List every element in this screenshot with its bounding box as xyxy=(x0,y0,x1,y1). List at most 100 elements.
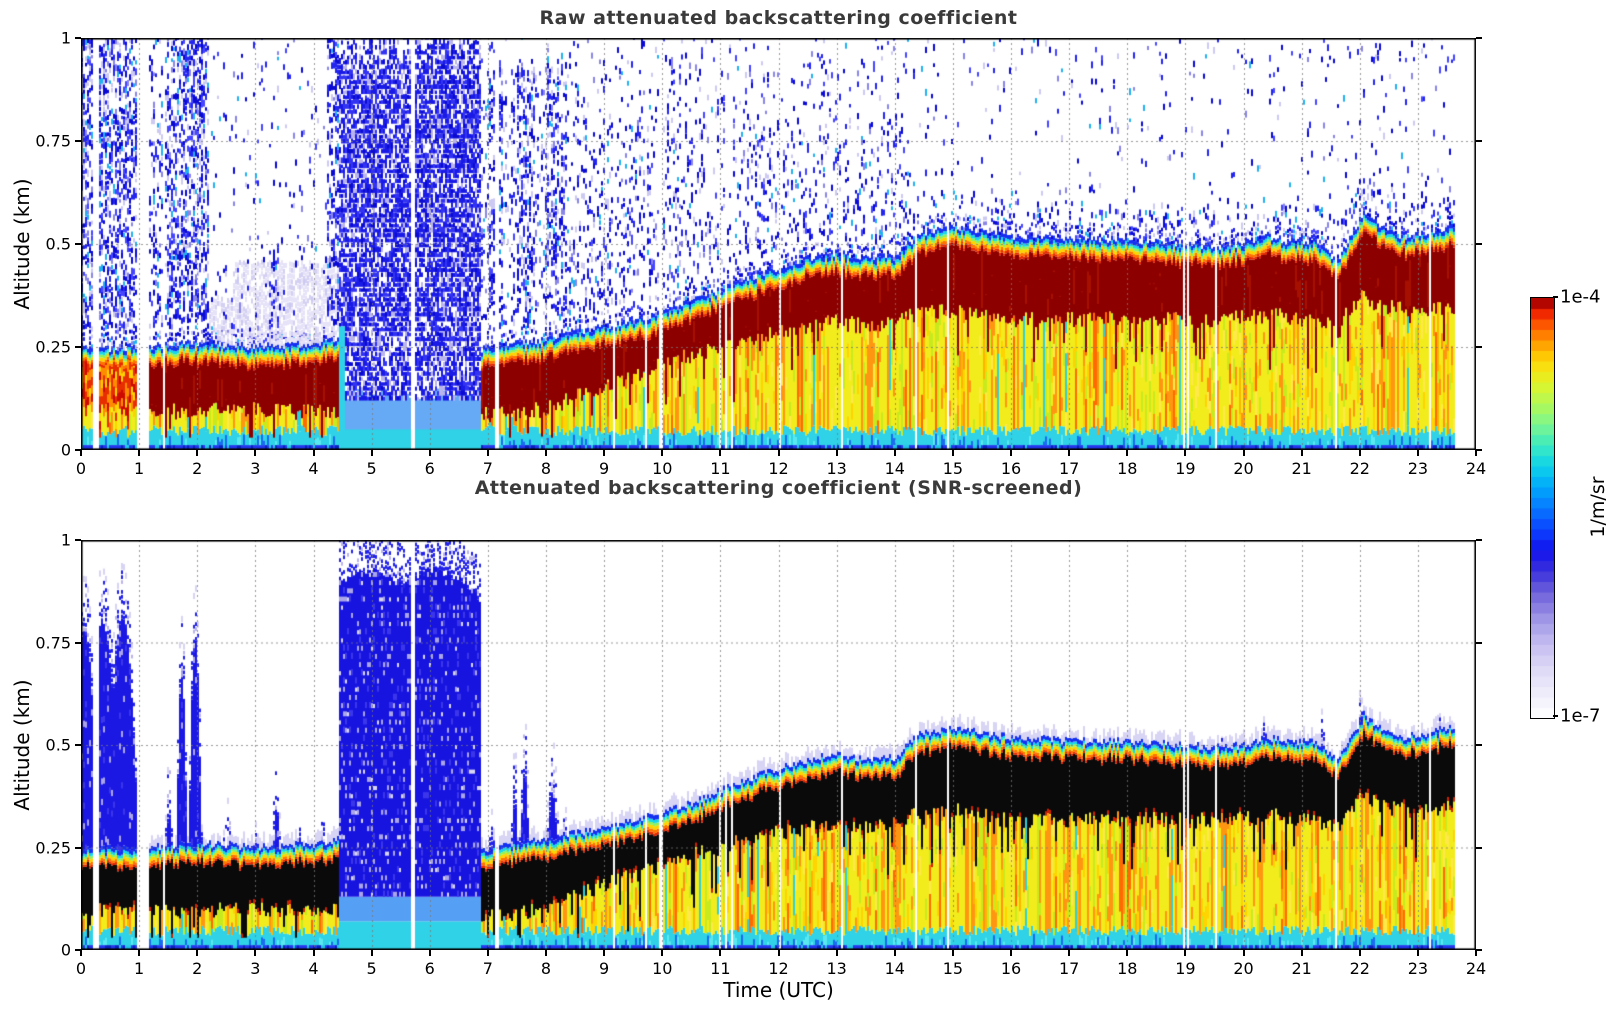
x-tick xyxy=(1358,450,1361,456)
x-tick xyxy=(1300,450,1303,456)
x-tick xyxy=(428,950,431,956)
x-tick-label: 24 xyxy=(1465,459,1487,478)
y-tick-label: 0.75 xyxy=(35,633,71,652)
x-tick-label: 20 xyxy=(1233,459,1254,478)
x-tick xyxy=(486,450,489,456)
y-tick-label: 0 xyxy=(60,440,71,460)
x-tick xyxy=(835,950,838,956)
x-tick xyxy=(428,450,431,456)
x-tick xyxy=(1475,950,1477,956)
y-tick-label: 1 xyxy=(60,530,71,550)
x-tick xyxy=(719,450,722,456)
x-tick-label: 17 xyxy=(1058,959,1080,978)
y-tick xyxy=(75,949,81,951)
y-tick xyxy=(75,243,81,245)
y-tick xyxy=(75,449,81,451)
x-tick-label: 22 xyxy=(1349,959,1370,978)
y-tick-label: 0.25 xyxy=(35,838,71,857)
x-tick-label: 13 xyxy=(826,459,847,478)
x-tick-label: 10 xyxy=(652,959,673,978)
colorbar-max-tick xyxy=(1553,296,1558,298)
x-tick-label: 9 xyxy=(599,459,610,478)
y-tick xyxy=(75,539,81,541)
x-tick-label: 6 xyxy=(424,959,435,978)
x-tick xyxy=(951,950,954,956)
x-tick-label: 12 xyxy=(768,459,789,478)
x-tick xyxy=(254,950,257,956)
x-tick xyxy=(1416,450,1419,456)
x-tick-label: 23 xyxy=(1407,959,1429,978)
x-tick xyxy=(138,450,141,456)
y-tick-right xyxy=(1476,346,1482,348)
x-tick xyxy=(312,950,315,956)
y-tick-label: 0.25 xyxy=(35,337,71,357)
y-tick-right xyxy=(1476,243,1482,245)
x-tick-label: 19 xyxy=(1175,459,1196,478)
x-tick xyxy=(661,950,664,956)
x-tick-label: 0 xyxy=(75,459,87,478)
x-tick-label: 6 xyxy=(424,459,435,478)
y-tick-right xyxy=(1476,37,1482,39)
x-tick xyxy=(80,450,82,456)
x-tick-label: 23 xyxy=(1407,459,1429,478)
heatmap-raw-panel xyxy=(81,38,1476,450)
x-tick-label: 7 xyxy=(482,459,493,478)
y-tick-right xyxy=(1476,744,1482,746)
colorbar-min-label: 1e-7 xyxy=(1560,705,1601,727)
x-tick xyxy=(254,450,257,456)
x-tick-label: 15 xyxy=(942,959,964,978)
x-tick xyxy=(1126,450,1129,456)
x-tick-label: 18 xyxy=(1117,459,1138,478)
x-tick-label: 10 xyxy=(652,459,673,478)
x-tick xyxy=(1358,950,1361,956)
y-tick-label: 0.75 xyxy=(35,131,71,151)
x-tick-label: 21 xyxy=(1291,959,1312,978)
x-tick-label: 1 xyxy=(134,959,145,978)
x-tick-label: 7 xyxy=(482,959,493,978)
panel1-title: Raw attenuated backscattering coefficien… xyxy=(539,7,1018,29)
x-tick-label: 18 xyxy=(1117,959,1138,978)
x-tick xyxy=(1010,450,1012,456)
x-tick-label: 5 xyxy=(366,959,377,978)
x-tick-label: 5 xyxy=(366,459,377,478)
x-tick-label: 4 xyxy=(308,459,319,478)
x-tick-label: 16 xyxy=(1000,459,1022,478)
y-tick-right xyxy=(1476,846,1482,849)
y-tick xyxy=(75,140,81,142)
panel2-title: Attenuated backscattering coefficient (S… xyxy=(474,477,1083,499)
x-tick-label: 14 xyxy=(884,459,905,478)
x-tick xyxy=(1416,950,1419,956)
x-tick-label: 4 xyxy=(308,959,319,978)
x-tick-label: 2 xyxy=(192,959,203,978)
x-tick xyxy=(1184,950,1187,956)
y-tick xyxy=(75,846,81,849)
x-tick xyxy=(370,450,373,456)
x-tick-label: 8 xyxy=(540,459,552,478)
x-tick-label: 22 xyxy=(1349,459,1370,478)
x-tick xyxy=(1300,950,1303,956)
x-tick xyxy=(545,450,547,456)
x-tick-label: 20 xyxy=(1233,959,1254,978)
y-tick-right xyxy=(1476,949,1482,951)
y-tick-right xyxy=(1476,449,1482,451)
x-tick-label: 24 xyxy=(1465,959,1487,978)
x-tick-label: 15 xyxy=(942,459,964,478)
x-tick-label: 21 xyxy=(1291,459,1312,478)
x-tick xyxy=(893,450,896,456)
x-tick xyxy=(1010,950,1012,956)
x-tick xyxy=(603,950,606,956)
x-tick-label: 19 xyxy=(1175,959,1196,978)
y-tick-label: 0.5 xyxy=(45,234,71,254)
y-tick xyxy=(75,744,81,746)
x-tick-label: 13 xyxy=(826,959,847,978)
x-tick xyxy=(545,950,547,956)
x-tick-label: 17 xyxy=(1058,459,1080,478)
y-tick-right xyxy=(1476,539,1482,541)
y-tick xyxy=(75,641,81,644)
x-tick-label: 3 xyxy=(250,959,261,978)
x-tick xyxy=(603,450,606,456)
x-tick xyxy=(486,950,489,956)
y-tick-label: 0 xyxy=(60,940,71,960)
x-tick xyxy=(1184,450,1187,456)
x-tick-label: 8 xyxy=(540,959,552,978)
